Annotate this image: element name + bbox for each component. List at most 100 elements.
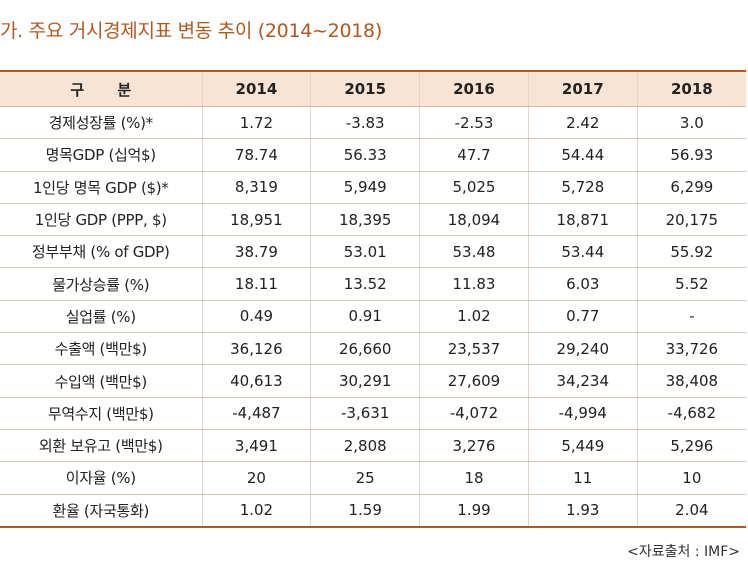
table-cell: 78.74 (201, 138, 311, 172)
row-label: 이자율 (%) (0, 461, 202, 495)
table-row: 실업률 (%) 0.49 0.91 1.02 0.77- (0, 300, 746, 334)
table-row: 1인당 GDP (PPP, $) 18,951 18,395 18,094 18,871… (0, 203, 746, 237)
row-label: 1인당 GDP (PPP, $) (0, 203, 202, 237)
table-cell: 20 (201, 461, 311, 495)
table-cell: 1.59 (310, 494, 420, 528)
table-cell: 25 (310, 461, 420, 495)
table-cell: 6.03 (527, 267, 638, 301)
table-cell: 0.77 (527, 300, 638, 334)
table-cell: 5,025 (419, 171, 529, 204)
row-label: 정부부채 (% of GDP) (0, 235, 202, 269)
table-cell: 10 (636, 461, 746, 495)
table-cell: 18,871 (527, 203, 638, 237)
table-cell: 5,449 (527, 429, 638, 463)
table-cell: -4,072 (419, 397, 529, 430)
table-cell: 36,126 (201, 332, 311, 366)
table-cell: 1.93 (527, 494, 638, 528)
table-cell: 56.33 (310, 138, 420, 172)
table-cell: 1.72 (201, 106, 311, 140)
row-label: 수입액 (백만$) (0, 364, 202, 398)
table-cell: 38.79 (201, 235, 311, 269)
table-cell: 13.52 (310, 267, 420, 301)
table-cell: 5,296 (636, 429, 746, 463)
table-cell: 53.48 (419, 235, 529, 269)
table-row: 명목GDP (십억$) 78.74 56.33 47.7 54.44 56.93 (0, 138, 746, 172)
table-row: 정부부채 (% of GDP) 38.79 53.01 53.48 53.44 55.92 (0, 235, 746, 269)
table-cell: 1.99 (419, 494, 529, 528)
table-cell: 34,234 (527, 364, 638, 398)
table-row: 수입액 (백만$) 40,613 30,291 27,609 34,234 38,408 (0, 364, 746, 398)
table-cell: 55.92 (636, 235, 746, 269)
table-cell: 8,319 (201, 171, 311, 204)
table-cell: 2.42 (527, 106, 638, 140)
header-year-2018: 2018 (636, 70, 746, 107)
table-cell: 5,949 (310, 171, 420, 204)
table-cell: 27,609 (419, 364, 529, 398)
table-cell: 11.83 (419, 267, 529, 301)
table-row: 환율 (자국통화) 1.02 1.59 1.99 1.93 2.04 (0, 494, 746, 528)
row-label: 수출액 (백만$) (0, 332, 202, 366)
row-label: 실업률 (%) (0, 300, 202, 334)
table-cell: 5.52 (636, 267, 746, 301)
table-cell: -3.83 (310, 106, 420, 140)
table-cell: 20,175 (636, 203, 746, 237)
row-label: 환율 (자국통화) (0, 494, 202, 528)
table-cell: -3,631 (310, 397, 420, 430)
table-row: 무역수지 (백만$) -4,487 -3,631 -4,072 -4,994 -4,682 (0, 397, 746, 430)
table-cell: -2.53 (419, 106, 529, 140)
table-cell: 18,951 (201, 203, 311, 237)
table-row: 외환 보유고 (백만$) 3,491 2,808 3,276 5,449 5,296 (0, 429, 746, 463)
row-label: 경제성장률 (%)* (0, 106, 202, 140)
macro-indicator-table: 구 분 2014 2015 2016 2017 2018 경제성장률 (%)* 1… (0, 70, 746, 528)
table-cell: 40,613 (201, 364, 311, 398)
table-cell: -4,682 (636, 397, 746, 430)
table-row: 이자율 (%) 20 25 18 11 10 (0, 461, 746, 495)
table-cell: 2.04 (636, 494, 746, 528)
header-year-2014: 2014 (201, 70, 311, 107)
table-cell: 18.11 (201, 267, 311, 301)
table-cell: 38,408 (636, 364, 746, 398)
table-row: 물가상승률 (%) 18.11 13.52 11.83 6.03 5.52 (0, 267, 746, 301)
table-cell: -4,994 (527, 397, 638, 430)
table-cell: 56.93 (636, 138, 746, 172)
row-label: 물가상승률 (%) (0, 267, 202, 301)
table-cell: 6,299 (636, 171, 746, 204)
table-cell: 18 (419, 461, 529, 495)
table-cell: -4,487 (201, 397, 311, 430)
row-label: 1인당 명목 GDP ($)* (0, 171, 202, 204)
table-cell: 1.02 (419, 300, 529, 334)
table-cell: 0.49 (201, 300, 311, 334)
table-cell: 18,094 (419, 203, 529, 237)
header-year-2015: 2015 (310, 70, 420, 107)
table-cell: 0.91 (310, 300, 420, 334)
table-cell: 26,660 (310, 332, 420, 366)
table-cell: 53.01 (310, 235, 420, 269)
table-cell: - (636, 300, 746, 334)
table-cell: 53.44 (527, 235, 638, 269)
table-cell: 3.0 (636, 106, 746, 140)
table-cell: 11 (527, 461, 638, 495)
table-cell: 3,276 (419, 429, 529, 463)
table-row: 수출액 (백만$) 36,126 26,660 23,537 29,240 33,726 (0, 332, 746, 366)
row-label: 무역수지 (백만$) (0, 397, 202, 430)
row-label: 명목GDP (십억$) (0, 138, 202, 172)
table-row: 1인당 명목 GDP ($)* 8,319 5,949 5,025 5,728 6,299 (0, 171, 746, 204)
table-cell: 54.44 (527, 138, 638, 172)
table-cell: 29,240 (527, 332, 638, 366)
table-cell: 33,726 (636, 332, 746, 366)
table-cell: 2,808 (310, 429, 420, 463)
table-cell: 18,395 (310, 203, 420, 237)
table-cell: 3,491 (201, 429, 311, 463)
header-year-2017: 2017 (527, 70, 638, 107)
page-title: 가. 주요 거시경제지표 변동 추이 (2014~2018) (0, 20, 382, 42)
table-cell: 23,537 (419, 332, 529, 366)
table-cell: 47.7 (419, 138, 529, 172)
header-category: 구 분 (0, 70, 202, 107)
table-row: 경제성장률 (%)* 1.72 -3.83 -2.53 2.42 3.0 (0, 106, 746, 140)
table-cell: 1.02 (201, 494, 311, 528)
row-label: 외환 보유고 (백만$) (0, 429, 202, 463)
table-cell: 5,728 (527, 171, 638, 204)
table-header-row: 구 분 2014 2015 2016 2017 2018 (0, 70, 746, 107)
table-cell: 30,291 (310, 364, 420, 398)
source-note: <자료출처 : IMF> (627, 544, 740, 560)
